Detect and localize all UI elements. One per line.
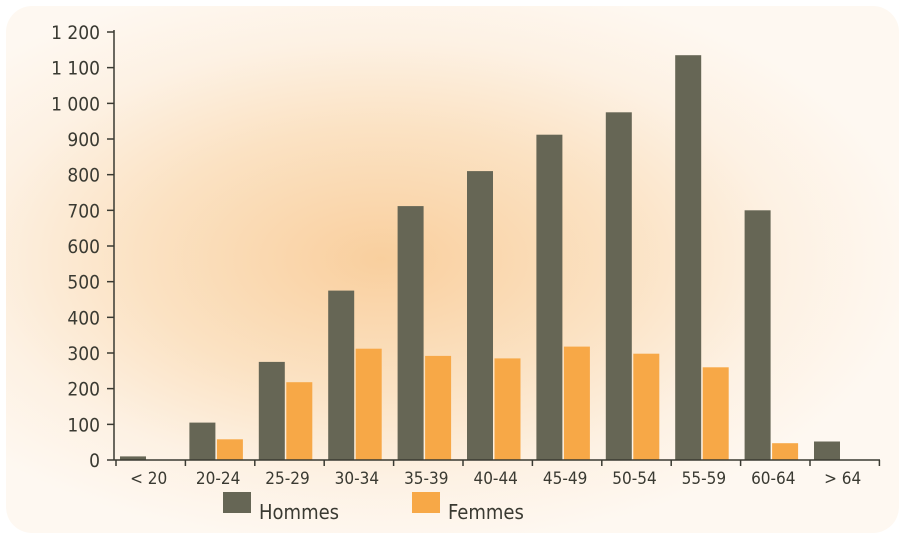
bar-hommes-7 [605,112,632,461]
bar-femmes-3 [355,348,382,460]
legend-swatch-femmes [412,492,440,513]
x-tick-label: 35-39 [404,469,448,489]
bar-hommes-0 [120,456,146,460]
y-tick-label: 500 [67,272,100,294]
x-tick-label: > 64 [824,469,861,489]
bar-hommes-10 [814,441,840,460]
chart-card: 0 100 200 300 400 500 600 700 800 900 1 000 1 100 1 … [6,6,899,533]
bar-hommes-9 [744,210,771,460]
x-tick-label: 30-34 [335,469,379,489]
bar-femmes-6 [563,346,590,460]
x-tick-label: 50-54 [612,469,656,489]
x-tick-label: < 20 [130,469,167,489]
x-tick-label: 25-29 [265,469,309,489]
bars-layer [120,55,840,461]
x-tick-label: 40-44 [473,469,517,489]
y-tick-labels: 0 100 200 300 400 500 600 700 800 900 1 000 1 100 1 … [51,22,100,472]
bar-chart: 0 100 200 300 400 500 600 700 800 900 1 000 1 100 1 … [51,22,881,524]
bar-hommes-1 [189,422,216,460]
legend: Hommes Femmes [223,492,524,524]
y-tick-label: 800 [67,165,100,187]
legend-label-femmes: Femmes [448,500,524,524]
legend-label-hommes: Hommes [259,500,339,524]
bar-hommes-5 [467,171,493,460]
y-tick-label: 1 100 [51,58,100,80]
bar-femmes-8 [702,367,729,460]
y-tick-label: 300 [67,343,100,365]
bar-hommes-3 [328,290,355,460]
x-tick-label: 55-59 [682,469,726,489]
x-tick-label: 20-24 [196,469,240,489]
y-tick-label: 900 [67,129,100,151]
bar-hommes-8 [675,55,702,460]
legend-swatch-hommes [223,492,251,513]
bar-femmes-2 [286,382,313,460]
bar-hommes-2 [258,361,285,460]
x-tick-labels: < 20 20-24 25-29 30-34 35-39 40-44 45-49 50-54 5… [130,469,861,489]
y-tick-label: 0 [89,450,100,472]
y-tick-label: 1 200 [51,22,100,44]
bar-femmes-1 [216,439,243,460]
y-tick-label: 700 [67,200,100,222]
bar-femmes-9 [772,443,799,460]
y-tick-label: 1 000 [51,93,100,115]
y-tick-label: 600 [67,236,100,258]
x-tick-label: 60-64 [751,469,795,489]
bar-femmes-4 [425,355,452,460]
bar-femmes-5 [494,358,521,460]
y-tick-label: 400 [67,307,100,329]
y-tick-label: 100 [67,414,100,436]
bar-hommes-4 [397,206,424,460]
axes-layer [107,30,881,466]
x-tick-label: 45-49 [543,469,587,489]
bar-hommes-6 [536,134,563,460]
y-tick-label: 200 [67,379,100,401]
bar-femmes-7 [633,353,660,460]
